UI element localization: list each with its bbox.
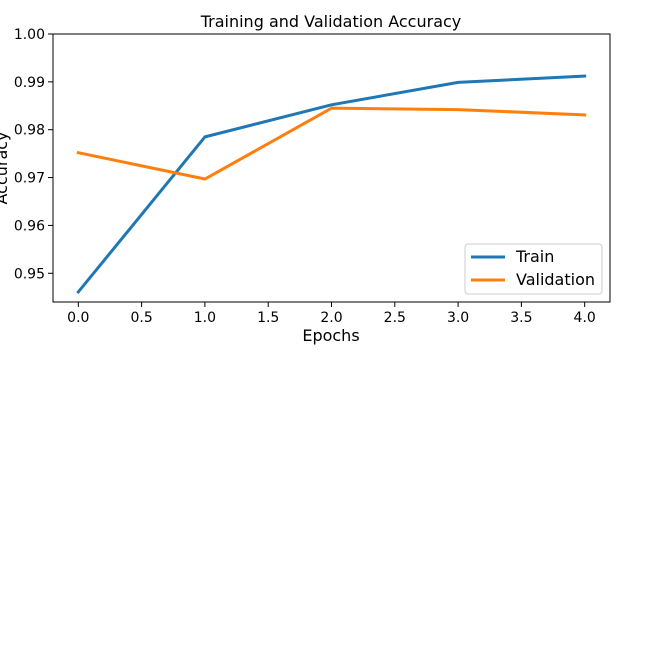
x-tick-label: 0.0: [67, 310, 89, 326]
x-axis: 0.0 0.5 1.0 1.5 2.0 2.5 3.0 3.5 4.0: [67, 302, 596, 326]
x-tick-label: 3.5: [510, 310, 532, 326]
x-tick-label: 2.0: [320, 310, 342, 326]
x-tick-label: 4.0: [574, 310, 596, 326]
x-tick-label: 2.5: [384, 310, 406, 326]
y-axis: 0.95 0.96 0.97 0.98 0.99 1.00: [14, 27, 53, 282]
y-tick-label: 0.98: [14, 123, 45, 139]
x-tick-label: 3.0: [447, 310, 469, 326]
y-tick-label: 0.96: [14, 218, 45, 234]
x-tick-label: 1.0: [194, 310, 216, 326]
series-line-validation: [76, 106, 587, 181]
legend: Train Validation: [464, 243, 603, 295]
y-tick-label: 1.00: [14, 27, 45, 43]
y-tick-label: 0.99: [14, 75, 45, 91]
x-axis-label: Epochs: [302, 326, 359, 345]
y-tick-label: 0.95: [14, 266, 45, 282]
legend-label-train: Train: [515, 247, 554, 266]
legend-label-validation: Validation: [516, 270, 595, 289]
y-tick-label: 0.97: [14, 171, 45, 187]
y-axis-label: Accuracy: [0, 131, 11, 204]
chart-title: Training and Validation Accuracy: [200, 12, 462, 31]
x-tick-label: 0.5: [130, 310, 152, 326]
x-tick-label: 1.5: [257, 310, 279, 326]
series-line-train: [76, 74, 587, 295]
series-layer: [76, 74, 587, 295]
